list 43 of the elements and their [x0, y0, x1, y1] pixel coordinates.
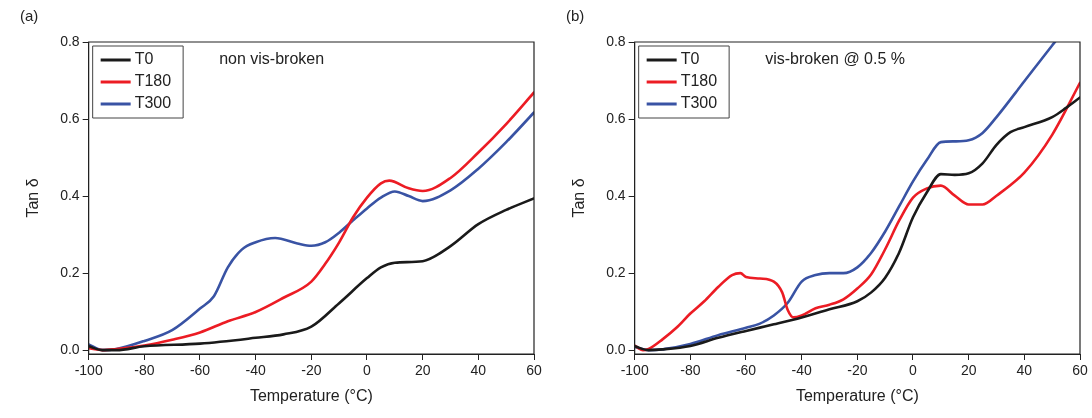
y-axis-title: Tan δ	[24, 178, 42, 218]
x-tick-label: -40	[245, 362, 266, 379]
x-tick-label: 20	[960, 362, 977, 379]
x-tick-label: -40	[791, 362, 812, 379]
x-tick-label: -80	[680, 362, 701, 379]
legend-label: T180	[680, 72, 718, 90]
x-tick-label: -60	[735, 362, 757, 379]
y-tick-label: 0.8	[606, 32, 626, 49]
y-tick-label: 0.4	[60, 186, 80, 203]
x-tick-label: 60	[526, 362, 542, 379]
y-tick-label: 0.6	[606, 109, 626, 126]
x-tick-label: -80	[134, 362, 155, 379]
y-tick-label: 0.6	[60, 109, 80, 126]
legend-label: T300	[134, 94, 172, 112]
x-tick-label: 0	[909, 362, 918, 379]
x-tick-label: 60	[1072, 362, 1088, 379]
x-tick-label: 20	[414, 362, 431, 379]
legend-label: T0	[680, 50, 700, 68]
legend-label: T180	[134, 72, 172, 90]
y-tick-label: 0.8	[60, 32, 80, 49]
x-axis-title: Temperature (°C)	[249, 386, 373, 404]
y-tick-label: 0.2	[606, 263, 626, 280]
y-tick-label: 0.0	[60, 341, 80, 358]
x-tick-label: 0	[363, 362, 372, 379]
legend-label: T300	[680, 94, 718, 112]
legend-label: T0	[134, 50, 154, 68]
x-tick-label: -20	[847, 362, 868, 379]
x-tick-label: -20	[301, 362, 322, 379]
y-axis-title: Tan δ	[570, 178, 588, 218]
y-tick-label: 0.0	[606, 341, 626, 358]
x-tick-label: -60	[189, 362, 211, 379]
chart-title: (b)	[566, 7, 585, 25]
annotation: vis-broken @ 0.5 %	[765, 50, 905, 68]
chart-title: (a)	[20, 7, 39, 25]
y-tick-label: 0.2	[60, 263, 80, 280]
line-series	[634, 42, 1057, 352]
annotation: non vis-broken	[219, 50, 325, 68]
x-tick-label: -100	[620, 362, 649, 379]
x-tick-label: 40	[470, 362, 487, 379]
x-tick-label: -100	[74, 362, 103, 379]
x-axis-title: Temperature (°C)	[795, 386, 919, 404]
x-tick-label: 40	[1016, 362, 1033, 379]
y-tick-label: 0.4	[606, 186, 626, 203]
